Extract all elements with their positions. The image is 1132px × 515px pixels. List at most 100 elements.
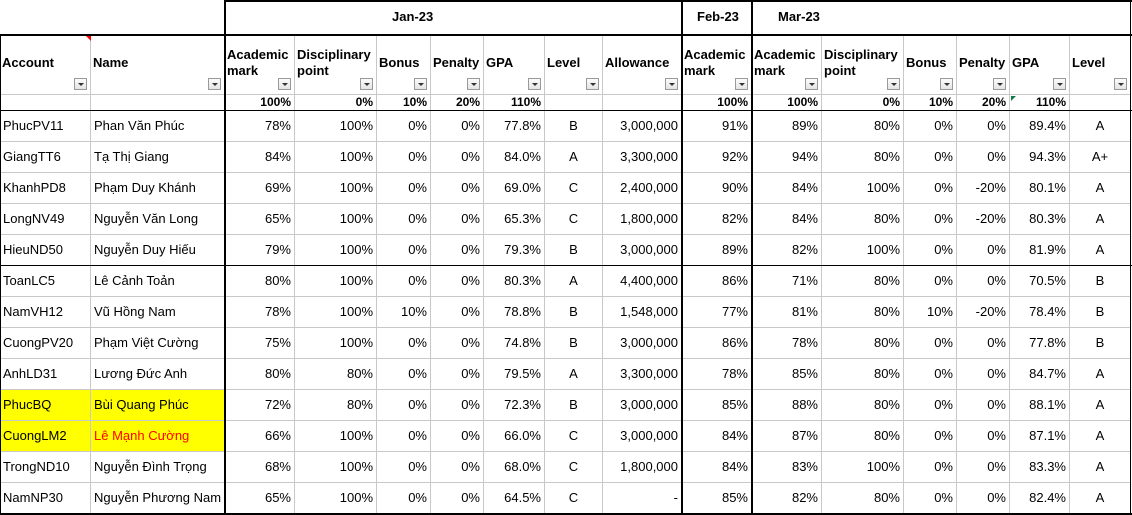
cell-jan-allowance[interactable]: 3,300,000 bbox=[603, 359, 682, 390]
cell-jan-gpa[interactable]: 79.3% bbox=[484, 235, 545, 266]
cell-feb-academic-mark[interactable]: 77% bbox=[682, 297, 752, 328]
cell-feb-academic-mark[interactable]: 90% bbox=[682, 173, 752, 204]
cell-mar-academic-mark[interactable]: 71% bbox=[752, 266, 822, 297]
cell-mar-gpa[interactable]: 94.3% bbox=[1010, 142, 1070, 173]
cell-jan-academic-mark[interactable]: 79% bbox=[225, 235, 295, 266]
cell-jan-penalty[interactable]: 0% bbox=[431, 390, 484, 421]
cell-mar-penalty[interactable]: 0% bbox=[957, 421, 1010, 452]
dropdown-filter-icon[interactable] bbox=[74, 78, 87, 90]
cell-jan-academic-mark[interactable]: 72% bbox=[225, 390, 295, 421]
dropdown-filter-icon[interactable] bbox=[735, 78, 748, 90]
cell-jan-gpa[interactable]: 72.3% bbox=[484, 390, 545, 421]
cell-account[interactable]: GiangTT6 bbox=[0, 142, 91, 173]
cell-mar-academic-mark[interactable]: 87% bbox=[752, 421, 822, 452]
column-header-jan-disciplinary-point[interactable]: Disciplinary point bbox=[295, 35, 377, 95]
cell-mar-disciplinary-point[interactable]: 80% bbox=[822, 483, 904, 514]
cell-jan-academic-mark[interactable]: 84% bbox=[225, 142, 295, 173]
cell-account[interactable]: PhucPV11 bbox=[0, 111, 91, 142]
cell-feb-academic-mark[interactable]: 82% bbox=[682, 204, 752, 235]
cell-mar-academic-mark[interactable]: 84% bbox=[752, 204, 822, 235]
cell-mar-disciplinary-point[interactable]: 80% bbox=[822, 359, 904, 390]
cell-feb-academic-mark[interactable]: 84% bbox=[682, 452, 752, 483]
cell-mar-academic-mark[interactable]: 89% bbox=[752, 111, 822, 142]
cell-account[interactable]: CuongLM2 bbox=[0, 421, 91, 452]
cell-jan-level[interactable]: B bbox=[545, 235, 603, 266]
cell-mar-disciplinary-point[interactable]: 80% bbox=[822, 421, 904, 452]
cell-jan-gpa[interactable]: 65.3% bbox=[484, 204, 545, 235]
column-header-mar-disciplinary-point[interactable]: Disciplinary point bbox=[822, 35, 904, 95]
cell-account[interactable]: HieuND50 bbox=[0, 235, 91, 266]
cell-jan-disciplinary-point[interactable]: 100% bbox=[295, 421, 377, 452]
column-header-mar-academic-mark[interactable]: Academic mark bbox=[752, 35, 822, 95]
cell-account[interactable]: CuongPV20 bbox=[0, 328, 91, 359]
cell-mar-gpa[interactable]: 77.8% bbox=[1010, 328, 1070, 359]
cell-jan-disciplinary-point[interactable]: 100% bbox=[295, 204, 377, 235]
cell-feb-academic-mark[interactable]: 78% bbox=[682, 359, 752, 390]
cell-mar-gpa[interactable]: 70.5% bbox=[1010, 266, 1070, 297]
cell-name[interactable]: Bùi Quang Phúc bbox=[91, 390, 225, 421]
cell-jan-bonus[interactable]: 0% bbox=[377, 328, 431, 359]
cell-jan-disciplinary-point[interactable]: 80% bbox=[295, 359, 377, 390]
dropdown-filter-icon[interactable] bbox=[208, 78, 221, 90]
dropdown-filter-icon[interactable] bbox=[467, 78, 480, 90]
cell-jan-gpa[interactable]: 80.3% bbox=[484, 266, 545, 297]
cell-mar-bonus[interactable]: 0% bbox=[904, 359, 957, 390]
cell-feb-academic-mark[interactable]: 92% bbox=[682, 142, 752, 173]
cell-mar-disciplinary-point[interactable]: 80% bbox=[822, 297, 904, 328]
cell-mar-bonus[interactable]: 10% bbox=[904, 297, 957, 328]
cell-jan-academic-mark[interactable]: 80% bbox=[225, 359, 295, 390]
cell-mar-academic-mark[interactable]: 82% bbox=[752, 483, 822, 514]
column-header-mar-bonus[interactable]: Bonus bbox=[904, 35, 957, 95]
cell-mar-gpa[interactable]: 88.1% bbox=[1010, 390, 1070, 421]
dropdown-filter-icon[interactable] bbox=[887, 78, 900, 90]
cell-jan-penalty[interactable]: 0% bbox=[431, 452, 484, 483]
cell-account[interactable]: KhanhPD8 bbox=[0, 173, 91, 204]
cell-mar-bonus[interactable]: 0% bbox=[904, 235, 957, 266]
cell-jan-bonus[interactable]: 0% bbox=[377, 452, 431, 483]
cell-mar-penalty[interactable]: 0% bbox=[957, 359, 1010, 390]
cell-jan-disciplinary-point[interactable]: 100% bbox=[295, 328, 377, 359]
cell-feb-academic-mark[interactable]: 89% bbox=[682, 235, 752, 266]
cell-mar-bonus[interactable]: 0% bbox=[904, 421, 957, 452]
cell-jan-academic-mark[interactable]: 75% bbox=[225, 328, 295, 359]
cell-jan-penalty[interactable]: 0% bbox=[431, 235, 484, 266]
cell-mar-disciplinary-point[interactable]: 80% bbox=[822, 266, 904, 297]
cell-mar-bonus[interactable]: 0% bbox=[904, 173, 957, 204]
cell-mar-level[interactable]: A+ bbox=[1070, 142, 1131, 173]
cell-mar-penalty[interactable]: -20% bbox=[957, 297, 1010, 328]
cell-name[interactable]: Phạm Việt Cường bbox=[91, 328, 225, 359]
cell-jan-allowance[interactable]: 3,000,000 bbox=[603, 390, 682, 421]
dropdown-filter-icon[interactable] bbox=[360, 78, 373, 90]
cell-mar-academic-mark[interactable]: 83% bbox=[752, 452, 822, 483]
column-header-mar-penalty[interactable]: Penalty bbox=[957, 35, 1010, 95]
dropdown-filter-icon[interactable] bbox=[665, 78, 678, 90]
cell-jan-allowance[interactable]: 1,800,000 bbox=[603, 204, 682, 235]
cell-mar-level[interactable]: A bbox=[1070, 359, 1131, 390]
cell-jan-bonus[interactable]: 0% bbox=[377, 142, 431, 173]
cell-account[interactable]: LongNV49 bbox=[0, 204, 91, 235]
cell-mar-level[interactable]: A bbox=[1070, 452, 1131, 483]
cell-jan-penalty[interactable]: 0% bbox=[431, 483, 484, 514]
column-header-jan-allowance[interactable]: Allowance bbox=[603, 35, 682, 95]
cell-mar-gpa[interactable]: 83.3% bbox=[1010, 452, 1070, 483]
cell-jan-penalty[interactable]: 0% bbox=[431, 328, 484, 359]
cell-jan-penalty[interactable]: 0% bbox=[431, 204, 484, 235]
cell-jan-academic-mark[interactable]: 78% bbox=[225, 297, 295, 328]
cell-jan-gpa[interactable]: 69.0% bbox=[484, 173, 545, 204]
cell-jan-level[interactable]: A bbox=[545, 142, 603, 173]
cell-mar-gpa[interactable]: 78.4% bbox=[1010, 297, 1070, 328]
cell-jan-level[interactable]: C bbox=[545, 204, 603, 235]
cell-mar-level[interactable]: B bbox=[1070, 297, 1131, 328]
cell-mar-level[interactable]: B bbox=[1070, 266, 1131, 297]
cell-jan-academic-mark[interactable]: 65% bbox=[225, 483, 295, 514]
cell-jan-penalty[interactable]: 0% bbox=[431, 266, 484, 297]
cell-mar-gpa[interactable]: 84.7% bbox=[1010, 359, 1070, 390]
column-header-jan-gpa[interactable]: GPA bbox=[484, 35, 545, 95]
cell-jan-level[interactable]: C bbox=[545, 421, 603, 452]
cell-jan-level[interactable]: C bbox=[545, 483, 603, 514]
cell-feb-academic-mark[interactable]: 86% bbox=[682, 266, 752, 297]
cell-jan-bonus[interactable]: 0% bbox=[377, 111, 431, 142]
cell-name[interactable]: Lương Đức Anh bbox=[91, 359, 225, 390]
cell-jan-academic-mark[interactable]: 68% bbox=[225, 452, 295, 483]
cell-jan-penalty[interactable]: 0% bbox=[431, 142, 484, 173]
